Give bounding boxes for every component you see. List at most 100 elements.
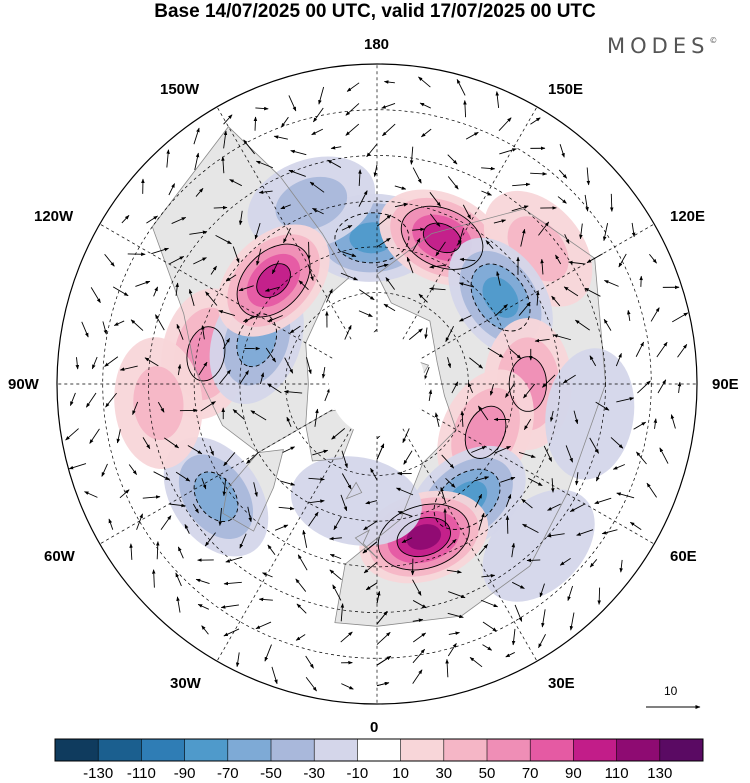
wind-arrow-icon — [376, 591, 381, 604]
wind-arrow-icon — [382, 123, 396, 137]
wind-arrow-icon — [594, 497, 612, 504]
wind-arrow-icon — [308, 511, 319, 527]
wind-arrow-icon — [376, 655, 392, 666]
wind-arrow-icon — [295, 634, 306, 641]
meridian-line — [399, 106, 538, 345]
wind-arrow-icon — [113, 320, 125, 326]
wind-arrow-icon — [218, 310, 236, 317]
wind-arrow-icon — [358, 310, 373, 317]
wind-arrow-icon — [677, 381, 682, 393]
wind-arrow-icon — [282, 446, 296, 453]
wind-arrow-icon — [69, 392, 76, 406]
wind-arrow-icon — [505, 652, 515, 658]
wind-arrow-icon — [650, 307, 660, 322]
wind-arrow-icon — [670, 414, 676, 429]
wind-arrow-icon — [223, 114, 233, 125]
wind-arrow-icon — [569, 503, 586, 512]
wind-arrow-icon — [412, 167, 422, 184]
wind-arrow-icon — [441, 454, 455, 469]
wind-arrow-icon — [547, 503, 561, 511]
anomaly-contour — [433, 468, 501, 530]
wind-arrow-icon — [471, 446, 487, 453]
wind-arrow-icon — [220, 604, 239, 609]
wind-arrow-icon — [341, 450, 348, 469]
wind-arrow-icon — [238, 285, 254, 292]
wind-arrow-icon — [205, 291, 218, 306]
wind-arrow-icon — [312, 207, 324, 215]
colorbar-tick-label: -70 — [216, 765, 239, 782]
wind-arrow-icon — [555, 254, 562, 265]
wind-arrow-icon — [121, 215, 130, 224]
wind-arrow-icon — [130, 319, 144, 331]
wind-arrow-icon — [267, 383, 282, 394]
wind-arrow-icon — [340, 494, 348, 512]
wind-arrow-icon — [265, 347, 276, 363]
wind-arrow-icon — [478, 512, 485, 531]
wind-arrow-icon — [101, 463, 108, 477]
wind-arrow-icon — [305, 655, 314, 669]
wind-arrow-icon — [344, 324, 352, 340]
wind-arrow-icon — [480, 599, 499, 608]
wind-arrow-icon — [385, 277, 396, 290]
wind-arrow-icon — [90, 287, 101, 304]
wind-arrow-icon — [584, 194, 589, 212]
wind-arrow-icon — [646, 482, 657, 498]
wind-arrow-icon — [421, 128, 432, 138]
wind-arrow-icon — [482, 644, 493, 651]
wind-arrow-icon — [279, 480, 296, 486]
wind-arrow-icon — [565, 445, 573, 463]
wind-arrow-icon — [474, 493, 483, 508]
wind-arrow-icon — [327, 159, 342, 168]
wind-arrow-icon — [418, 293, 428, 303]
wind-arrow-icon — [108, 518, 114, 530]
wind-arrow-icon — [403, 450, 413, 465]
wind-arrow-icon — [175, 572, 182, 587]
wind-arrow-icon — [157, 401, 165, 413]
wind-arrow-icon — [458, 282, 475, 288]
wind-arrow-icon — [283, 227, 291, 244]
wind-arrow-icon — [155, 541, 160, 560]
meridian-line — [416, 406, 655, 545]
wind-arrow-icon — [314, 408, 319, 427]
wind-arrow-icon — [445, 658, 449, 678]
colorbar-swatch — [227, 739, 272, 761]
wind-arrow-icon — [209, 445, 214, 456]
wind-arrow-icon — [530, 172, 548, 176]
wind-arrow-icon — [341, 251, 357, 257]
wind-arrow-icon — [381, 103, 396, 109]
wind-arrow-icon — [456, 78, 466, 96]
colorbar-tick-label: 90 — [565, 765, 582, 782]
anomaly-level — [406, 524, 442, 550]
wind-arrow-icon — [298, 280, 309, 291]
wind-arrow-icon — [235, 652, 240, 668]
colorbar-tick-label: 130 — [647, 765, 673, 782]
wind-arrow-icon — [321, 366, 326, 379]
wind-arrow-icon — [458, 315, 472, 322]
wind-arrow-icon — [447, 176, 459, 190]
wind-arrow-icon — [363, 561, 378, 574]
colorbar-swatch — [443, 739, 488, 761]
wind-arrow-icon — [412, 579, 422, 596]
wind-vectors — [65, 76, 689, 692]
wind-arrow-icon — [550, 478, 555, 493]
wind-arrow-icon — [280, 116, 289, 128]
wind-arrow-icon — [401, 537, 413, 544]
lon-label-90w: 90W — [8, 376, 39, 393]
wind-arrow-icon — [564, 234, 570, 245]
wind-arrow-icon — [383, 303, 396, 312]
wind-arrow-icon — [586, 253, 603, 264]
wind-arrow-icon — [493, 219, 507, 224]
lon-label-30e: 30E — [548, 675, 575, 692]
wind-arrow-icon — [286, 416, 292, 427]
wind-arrow-icon — [177, 364, 182, 376]
wind-arrow-icon — [409, 146, 414, 165]
wind-arrow-icon — [602, 223, 609, 242]
wind-arrow-icon — [485, 240, 494, 250]
wind-arrow-icon — [201, 478, 207, 490]
wind-arrow-icon — [376, 681, 390, 687]
colorbar-swatch — [659, 739, 704, 761]
wind-arrow-icon — [129, 543, 133, 560]
brand-mark: © — [709, 36, 718, 45]
lon-label-60e: 60E — [670, 548, 697, 565]
